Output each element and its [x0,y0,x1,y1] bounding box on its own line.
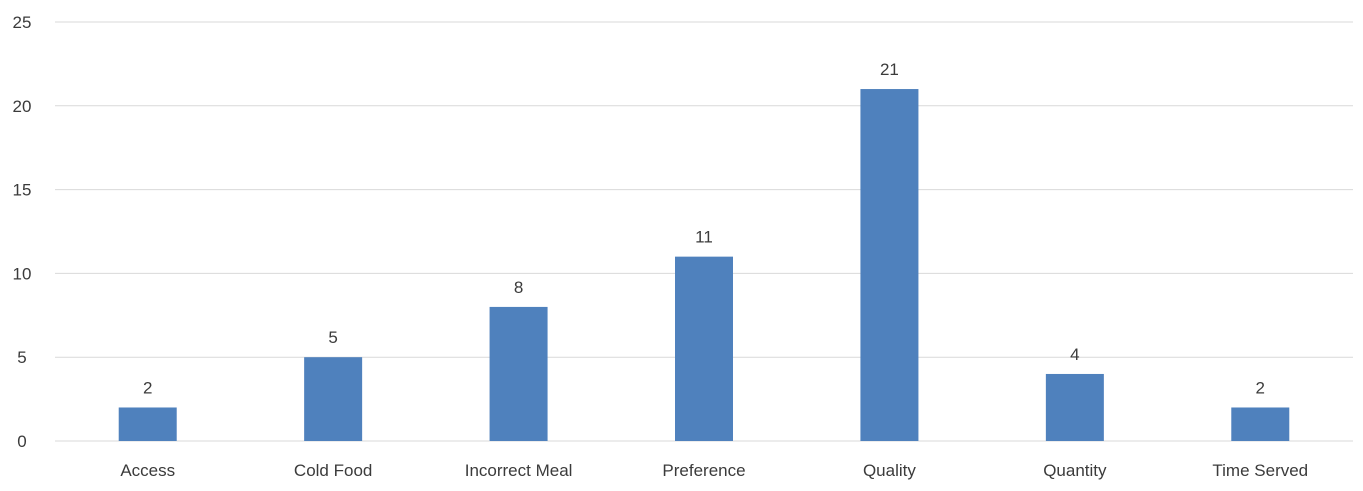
y-tick-label: 5 [17,348,26,367]
x-tick-label: Cold Food [294,461,372,480]
data-label: 4 [1070,345,1079,364]
data-label: 2 [143,378,152,397]
data-label: 21 [880,60,899,79]
bar-quality [860,89,919,441]
x-tick-label: Incorrect Meal [465,461,573,480]
y-tick-label: 10 [13,264,32,283]
y-tick-label: 0 [17,432,26,451]
bar-cold-food [304,357,363,441]
y-tick-label: 20 [13,97,32,116]
bar-access [118,407,177,441]
x-tick-label: Time Served [1212,461,1308,480]
x-tick-label: Quantity [1043,461,1107,480]
data-label: 5 [328,328,337,347]
x-tick-label: Quality [863,461,916,480]
y-axis-tick-labels: 0 5 10 15 20 25 [13,13,32,451]
bar-incorrect-meal [489,306,548,441]
data-labels: 2 5 8 11 21 4 2 [143,60,1265,397]
x-axis-tick-labels: Access Cold Food Incorrect Meal Preference Q… [120,461,1308,480]
data-label: 11 [695,228,713,247]
bar-preference [675,256,733,441]
data-label: 8 [514,278,523,297]
bar-time-served [1231,407,1290,441]
bars [118,89,1290,441]
x-tick-label: Preference [662,461,745,480]
bar-quantity [1045,373,1104,441]
y-tick-label: 15 [13,181,32,200]
data-label: 2 [1256,378,1265,397]
y-tick-label: 25 [13,13,32,32]
x-tick-label: Access [120,461,175,480]
